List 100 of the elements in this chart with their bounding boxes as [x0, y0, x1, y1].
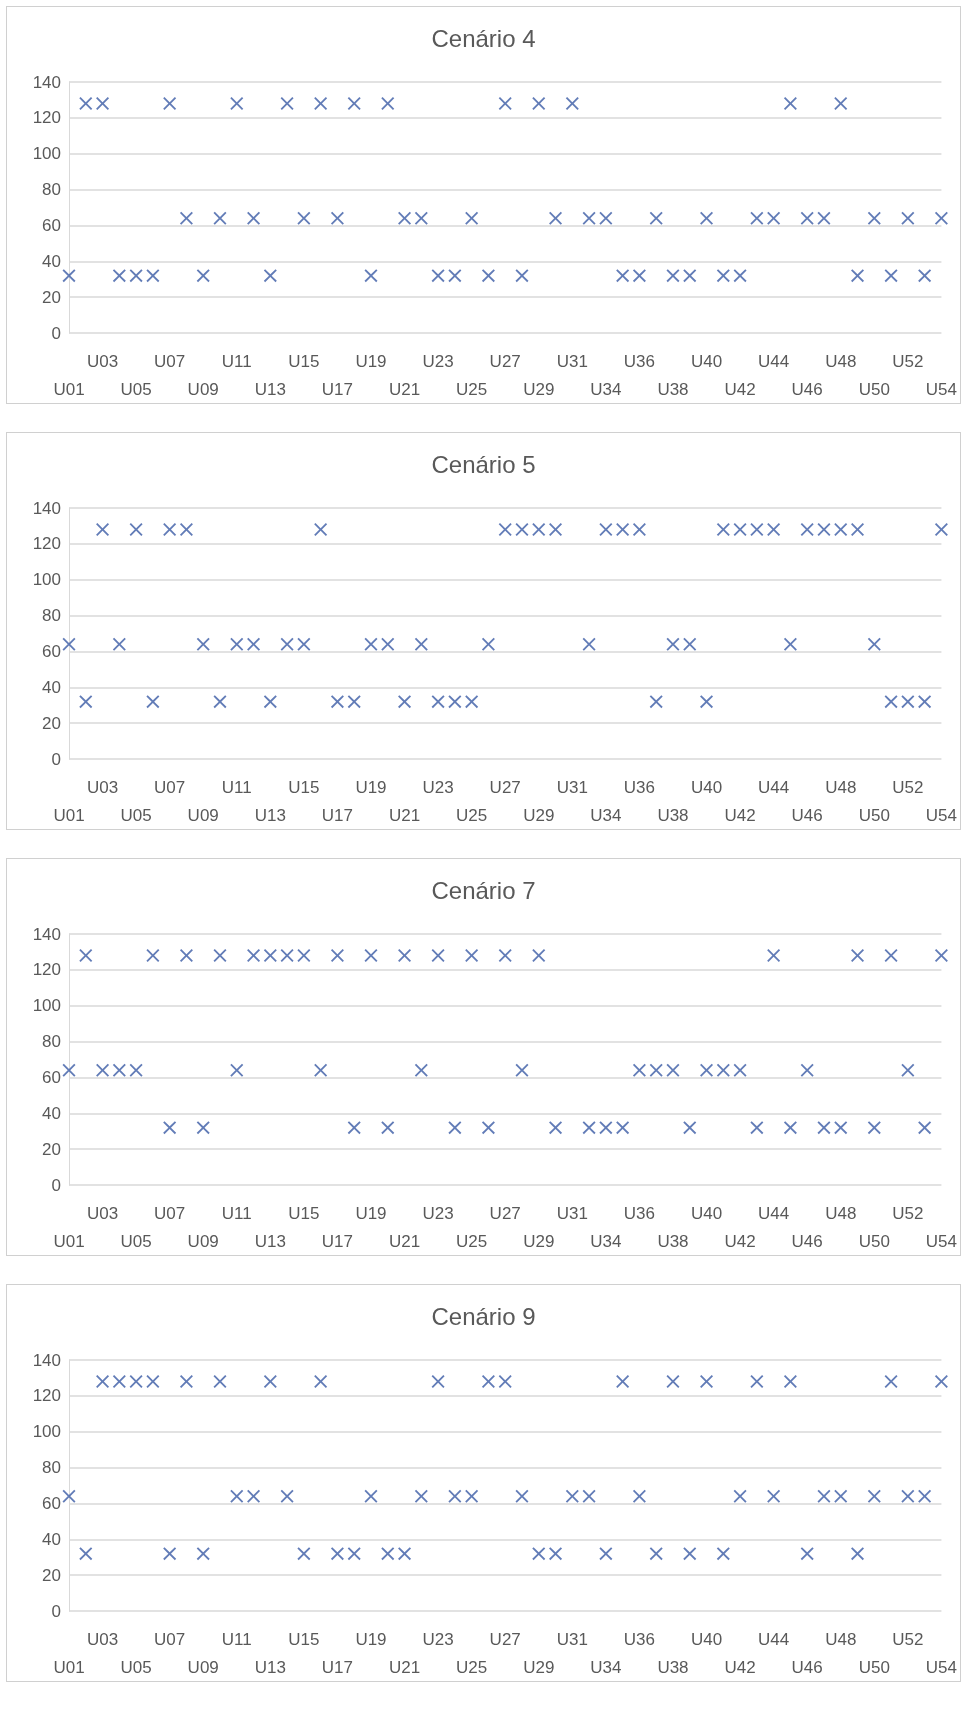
x-tick-label: U46	[791, 1657, 823, 1677]
point	[733, 1489, 747, 1503]
x-tick-label: U50	[858, 379, 890, 399]
point	[918, 695, 932, 709]
point	[901, 1063, 915, 1077]
x-tick-label: U42	[724, 1657, 756, 1677]
x-tick-label: U42	[724, 1231, 756, 1251]
y-tick-label: 140	[32, 924, 61, 944]
x-tick-label: U46	[791, 379, 823, 399]
point	[733, 1063, 747, 1077]
point	[666, 1063, 680, 1077]
x-tick-label: U50	[858, 805, 890, 825]
x-tick-label: U09	[187, 379, 219, 399]
x-tick-label: U38	[657, 805, 689, 825]
point	[666, 637, 680, 651]
x-tick-label: U11	[221, 1203, 252, 1223]
x-tick-label: U48	[825, 1203, 857, 1223]
point	[146, 269, 160, 283]
x-tick-label: U07	[154, 777, 186, 797]
x-tick-label: U19	[355, 1629, 387, 1649]
x-tick-label: U48	[825, 777, 857, 797]
point	[280, 1489, 294, 1503]
point	[62, 637, 76, 651]
x-tick-label: U31	[556, 351, 588, 371]
point	[767, 1489, 781, 1503]
point	[582, 1121, 596, 1135]
point	[263, 269, 277, 283]
point	[767, 949, 781, 963]
x-tick-label: U03	[86, 777, 119, 797]
x-tick-label: U17	[321, 1657, 354, 1677]
x-tick-label: U03	[86, 1629, 119, 1649]
point	[632, 523, 646, 537]
point	[129, 269, 143, 283]
point	[414, 211, 428, 225]
point	[515, 1489, 529, 1503]
point	[582, 1489, 596, 1503]
y-tick-label: 60	[42, 641, 61, 661]
point	[565, 97, 579, 111]
point	[683, 1121, 697, 1135]
point	[247, 637, 261, 651]
point	[817, 211, 831, 225]
point	[867, 211, 881, 225]
x-tick-label: U11	[221, 351, 252, 371]
point	[297, 637, 311, 651]
x-tick-label: U09	[187, 1231, 219, 1251]
point	[381, 1121, 395, 1135]
point	[649, 695, 663, 709]
point	[549, 211, 563, 225]
y-tick-label: 20	[42, 713, 61, 733]
point	[163, 1121, 177, 1135]
x-tick-label: U17	[321, 805, 354, 825]
point	[448, 1121, 462, 1135]
y-tick-label: 140	[32, 498, 61, 518]
y-tick-label: 100	[32, 1422, 61, 1442]
point	[96, 523, 110, 537]
point	[398, 949, 412, 963]
point	[549, 523, 563, 537]
point	[398, 1547, 412, 1561]
point	[263, 695, 277, 709]
x-tick-label: U42	[724, 379, 756, 399]
x-tick-label: U03	[86, 351, 119, 371]
x-tick-label: U54	[925, 1657, 957, 1677]
point	[112, 1375, 126, 1389]
point	[163, 97, 177, 111]
point	[750, 211, 764, 225]
y-tick-label: 0	[51, 323, 61, 343]
point	[79, 695, 93, 709]
point	[851, 523, 865, 537]
x-tick-label: U07	[154, 351, 186, 371]
y-tick-label: 140	[32, 1350, 61, 1370]
point	[230, 97, 244, 111]
point	[448, 1489, 462, 1503]
point	[163, 523, 177, 537]
point	[112, 637, 126, 651]
x-tick-label: U01	[53, 1657, 85, 1677]
point	[851, 269, 865, 283]
point	[213, 211, 227, 225]
point	[498, 1375, 512, 1389]
point	[918, 1489, 932, 1503]
x-tick-label: U31	[556, 1629, 588, 1649]
point	[616, 269, 630, 283]
x-tick-label: U23	[422, 1629, 454, 1649]
y-tick-label: 40	[42, 1103, 61, 1123]
x-tick-label: U34	[590, 1657, 622, 1677]
x-tick-label: U50	[858, 1231, 890, 1251]
point	[163, 1547, 177, 1561]
x-tick-label: U13	[254, 1231, 286, 1251]
x-tick-label: U07	[154, 1629, 186, 1649]
point	[263, 1375, 277, 1389]
point	[700, 695, 714, 709]
point	[179, 523, 193, 537]
x-tick-label: U25	[456, 805, 488, 825]
point	[515, 1063, 529, 1077]
x-tick-label: U17	[321, 1231, 354, 1251]
point	[112, 1063, 126, 1077]
point	[62, 1489, 76, 1503]
point	[532, 97, 546, 111]
y-tick-label: 40	[42, 251, 61, 271]
point	[767, 211, 781, 225]
point	[934, 1375, 948, 1389]
